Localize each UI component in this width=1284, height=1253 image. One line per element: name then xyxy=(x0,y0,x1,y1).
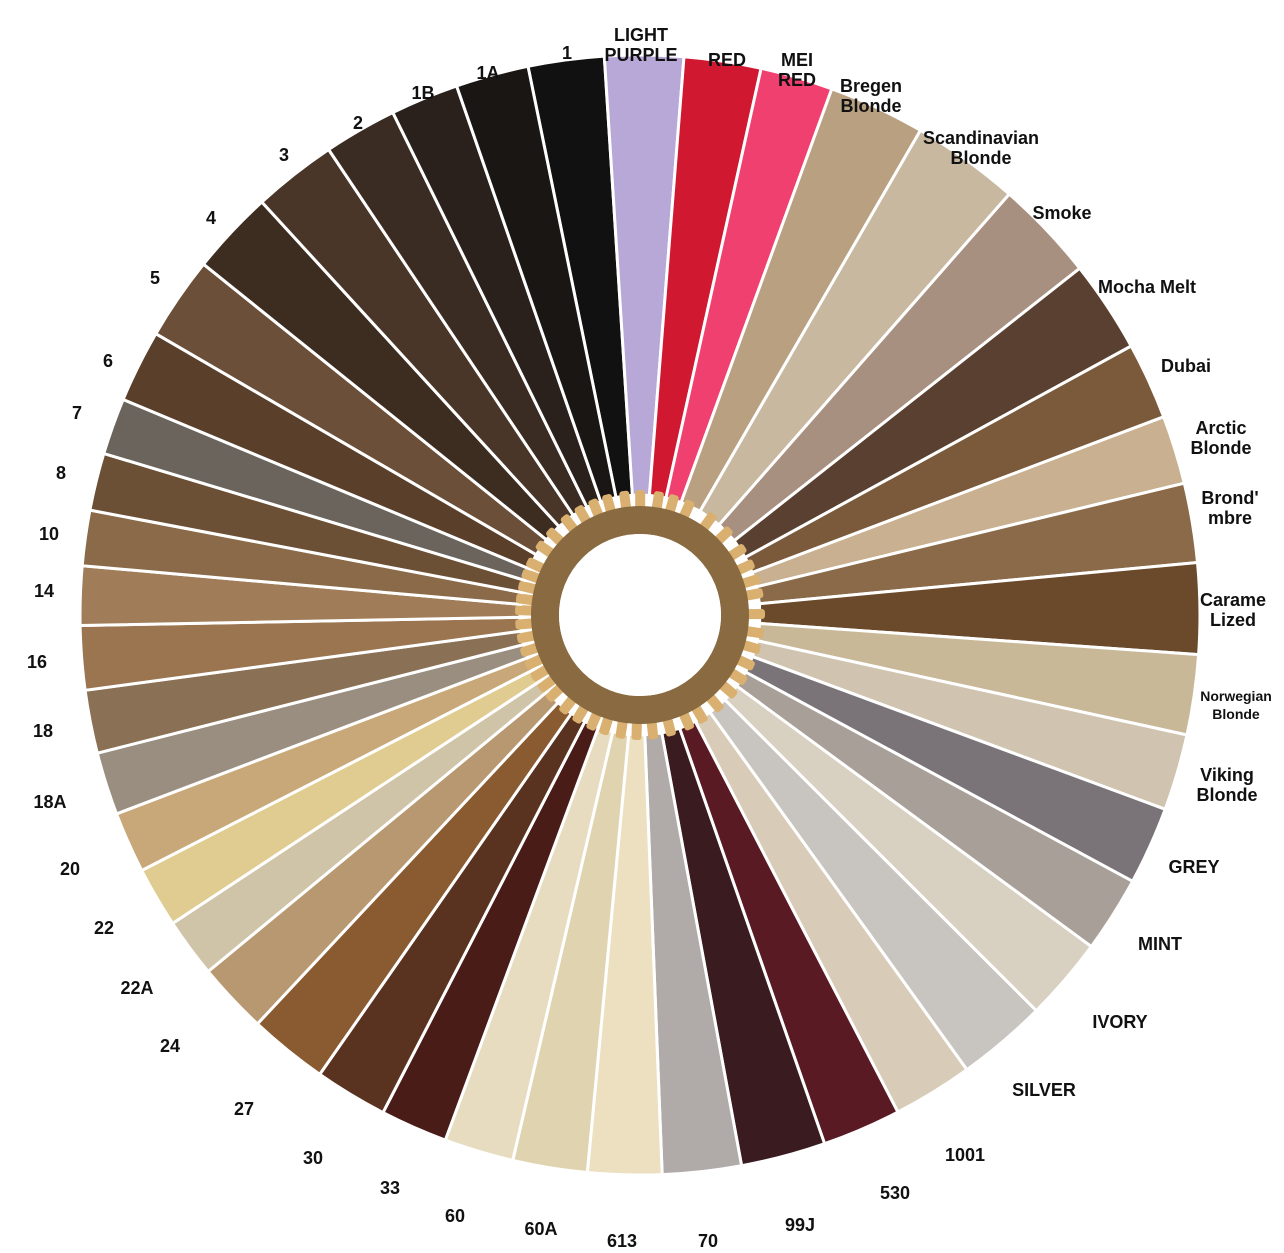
swatch-label: 613 xyxy=(606,1231,638,1251)
swatch-label: Scandinavian Blonde xyxy=(922,128,1040,168)
swatch-label: 33 xyxy=(379,1178,401,1198)
swatch-clip xyxy=(744,608,766,620)
swatch-clip xyxy=(619,490,632,512)
swatch-label: 60 xyxy=(444,1206,466,1226)
swatch-label: Brond' mbre xyxy=(1201,488,1259,528)
swatch-label: 1A xyxy=(476,63,500,83)
swatch-clip xyxy=(664,494,679,515)
swatch-label: Bregen Blonde xyxy=(839,76,903,116)
swatch-label: 8 xyxy=(55,463,67,483)
swatch-clip xyxy=(651,491,664,512)
swatch-clip xyxy=(662,715,676,737)
swatch-clip xyxy=(515,593,537,606)
swatch-label: 18A xyxy=(33,792,67,812)
swatch-label: Smoke xyxy=(1032,203,1092,223)
swatch-label: 27 xyxy=(233,1099,255,1119)
swatch-clip xyxy=(739,574,761,589)
swatch-label: Norwegian Blonde xyxy=(1200,688,1272,722)
swatch-clip xyxy=(515,618,536,630)
swatch-label: 30 xyxy=(302,1148,324,1168)
swatch-label: 18 xyxy=(32,721,54,741)
swatch-label: 22A xyxy=(120,978,154,998)
hair-swatch xyxy=(454,64,618,504)
swatch-clip xyxy=(646,719,659,740)
swatch-label: 5 xyxy=(149,268,161,288)
swatch-label: 6 xyxy=(102,351,114,371)
swatch-label: 2 xyxy=(352,113,364,133)
swatch-label: 10 xyxy=(38,524,60,544)
swatch-clip xyxy=(602,493,616,515)
swatch-clip xyxy=(520,642,541,657)
swatch-clip xyxy=(518,580,539,595)
swatch-clip xyxy=(743,626,764,639)
swatch-clip xyxy=(615,718,628,739)
swatch-label: IVORY xyxy=(1092,1012,1148,1032)
swatch-label: 70 xyxy=(697,1231,719,1251)
ring-holder xyxy=(531,506,749,724)
swatch-label: 1 xyxy=(561,43,573,63)
swatch-label: LIGHT PURPLE xyxy=(604,25,678,65)
swatch-label: 4 xyxy=(205,208,217,228)
swatch-label: 1B xyxy=(411,83,435,103)
swatch-label: 22 xyxy=(93,918,115,938)
swatch-label: 530 xyxy=(879,1183,911,1203)
swatch-clip xyxy=(516,630,538,644)
swatch-label: Viking Blonde xyxy=(1196,765,1258,805)
swatch-clip xyxy=(742,588,764,601)
swatch-label: RED xyxy=(707,50,747,70)
swatch-label: MEI RED xyxy=(777,50,817,90)
swatch-clip xyxy=(599,714,614,736)
swatch-label: 99J xyxy=(784,1215,816,1235)
swatch-label: 1001 xyxy=(944,1145,986,1165)
swatch-label: 16 xyxy=(26,652,48,672)
swatch-clip xyxy=(631,719,642,741)
swatch-label: Mocha Melt xyxy=(1097,277,1197,297)
swatch-label: 14 xyxy=(33,581,55,601)
swatch-label: Carame Lized xyxy=(1199,590,1267,630)
swatch-label: SILVER xyxy=(1012,1080,1076,1100)
swatch-clip xyxy=(515,605,536,616)
swatch-label: 24 xyxy=(159,1036,181,1056)
swatch-label: Arctic Blonde xyxy=(1190,418,1252,458)
swatch-label: Dubai xyxy=(1160,356,1212,376)
swatch-clip xyxy=(635,489,646,511)
swatch-label: GREY xyxy=(1168,857,1220,877)
swatch-label: MINT xyxy=(1138,934,1182,954)
swatch-label: 7 xyxy=(71,403,83,423)
swatch-clip xyxy=(740,640,761,654)
center-hole xyxy=(559,534,721,696)
swatch-label: 3 xyxy=(278,145,290,165)
swatch-label: 60A xyxy=(524,1219,558,1239)
swatch-label: 20 xyxy=(59,859,81,879)
